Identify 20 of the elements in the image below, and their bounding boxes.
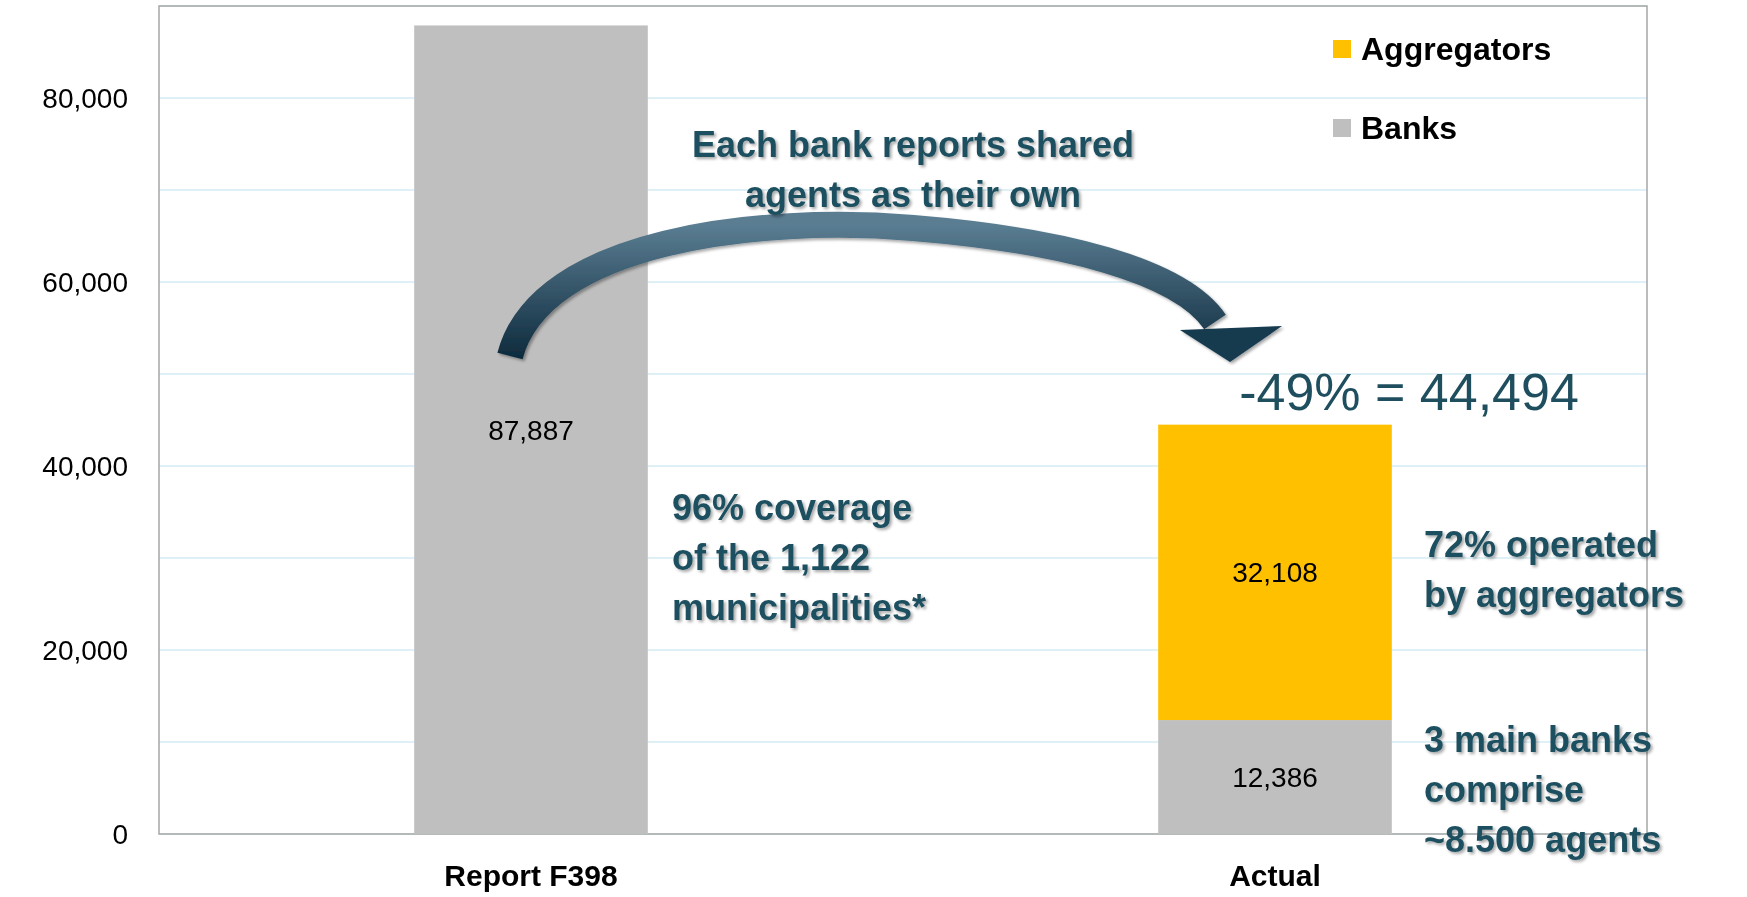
bar xyxy=(1158,720,1392,834)
bar xyxy=(1158,424,1392,721)
legend-label: Aggregators xyxy=(1361,31,1552,67)
data-label: 32,108 xyxy=(1232,557,1318,589)
y-tick-label: 60,000 xyxy=(42,267,128,298)
annotation: 72% operated by aggregators xyxy=(1424,524,1685,615)
y-tick-label: 20,000 xyxy=(42,635,128,666)
data-label: 87,887 xyxy=(488,414,574,446)
annotation: -49% = 44,494 xyxy=(1239,363,1579,421)
y-tick-label: 40,000 xyxy=(42,451,128,482)
y-tick-label: 0 xyxy=(112,819,128,850)
data-label: 12,386 xyxy=(1232,762,1318,794)
annotation: 96% coverage of the 1,122 municipalities* xyxy=(672,487,927,628)
annotation: Each bank reports shared agents as their own xyxy=(691,124,1135,215)
annotation: 3 main banks comprise ~8.500 agents xyxy=(1424,719,1662,860)
bar xyxy=(414,25,648,834)
x-tick-label: Actual xyxy=(1229,859,1321,892)
x-tick-label: Report F398 xyxy=(444,859,618,892)
legend-label: Banks xyxy=(1361,110,1458,146)
y-tick-label: 80,000 xyxy=(42,83,128,114)
